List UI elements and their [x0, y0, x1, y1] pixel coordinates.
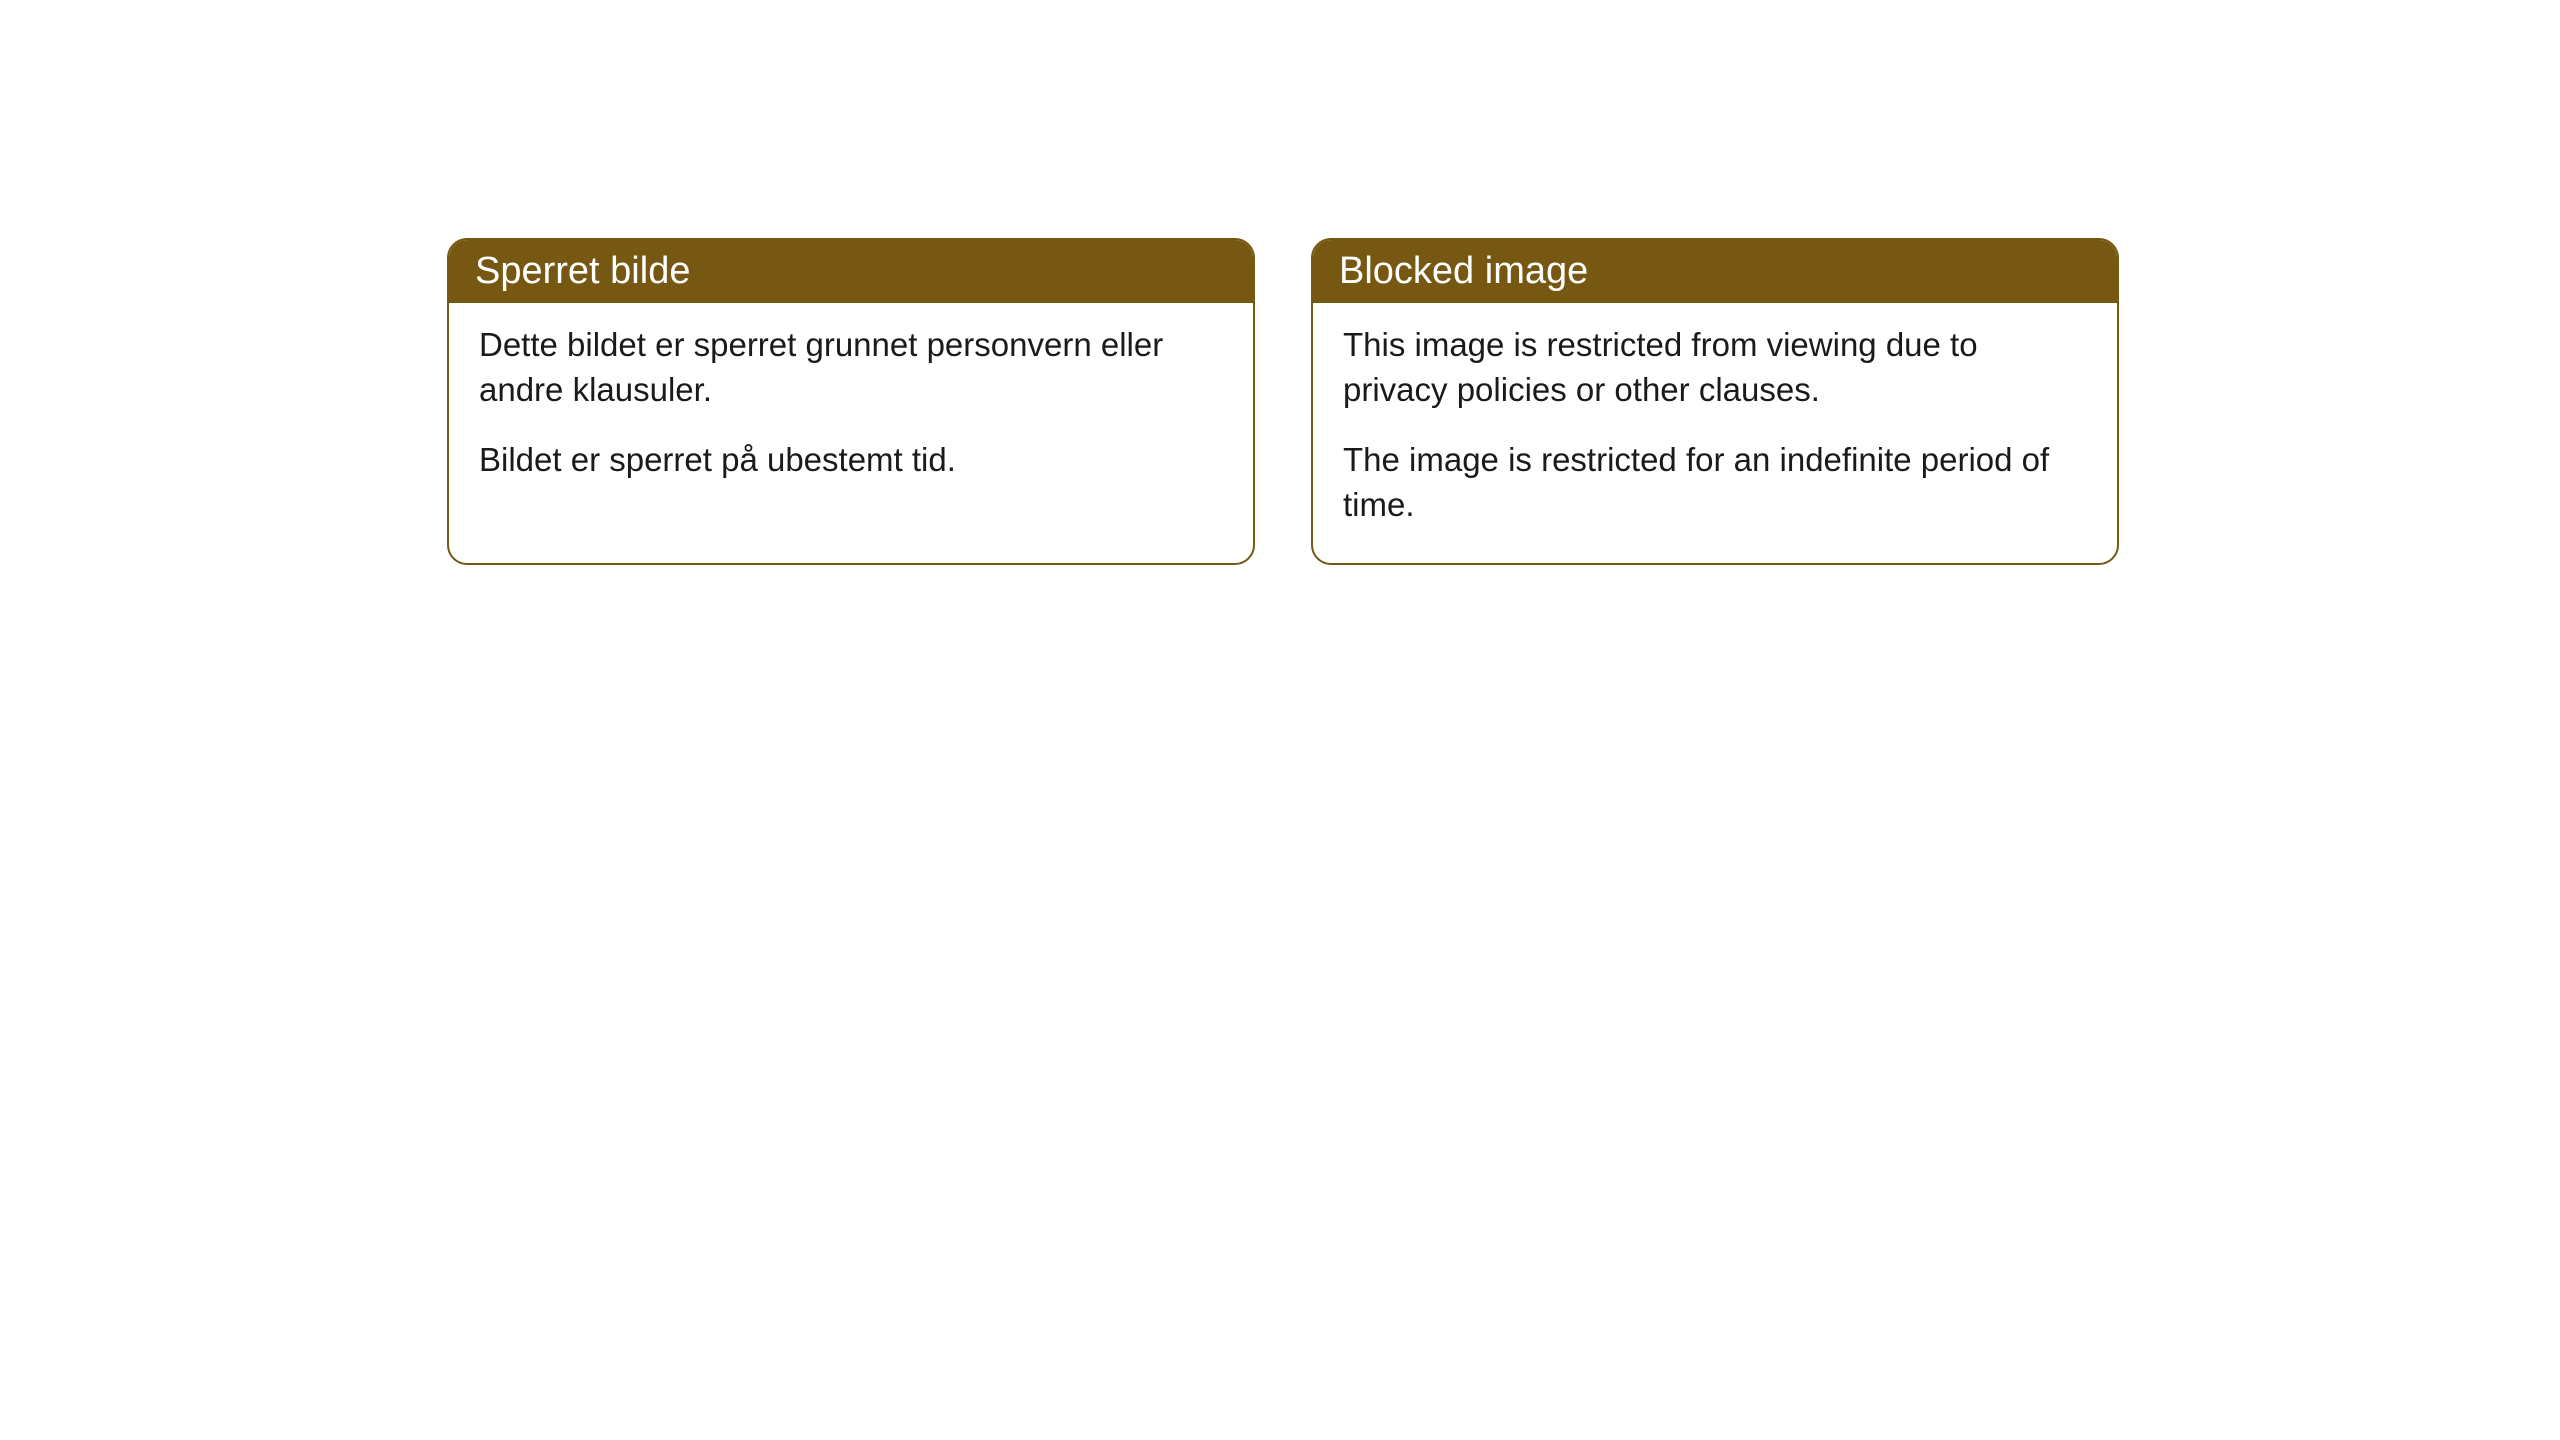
cards-container: Sperret bilde Dette bildet er sperret gr…: [447, 238, 2119, 565]
card-body-english: This image is restricted from viewing du…: [1313, 303, 2117, 563]
card-norwegian: Sperret bilde Dette bildet er sperret gr…: [447, 238, 1255, 565]
card-header-norwegian: Sperret bilde: [449, 240, 1253, 303]
card-header-english: Blocked image: [1313, 240, 2117, 303]
card-english: Blocked image This image is restricted f…: [1311, 238, 2119, 565]
card-paragraph: This image is restricted from viewing du…: [1343, 323, 2087, 412]
card-paragraph: The image is restricted for an indefinit…: [1343, 438, 2087, 527]
card-paragraph: Dette bildet er sperret grunnet personve…: [479, 323, 1223, 412]
card-paragraph: Bildet er sperret på ubestemt tid.: [479, 438, 1223, 483]
card-body-norwegian: Dette bildet er sperret grunnet personve…: [449, 303, 1253, 519]
